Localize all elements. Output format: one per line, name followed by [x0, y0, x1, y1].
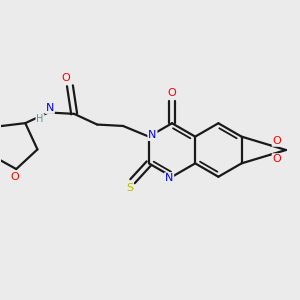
Text: S: S	[126, 183, 133, 193]
Text: N: N	[165, 173, 173, 183]
Text: N: N	[46, 103, 54, 113]
Text: O: O	[168, 88, 176, 98]
Text: O: O	[273, 136, 281, 146]
Text: O: O	[273, 154, 281, 164]
Text: N: N	[148, 130, 157, 140]
Text: O: O	[11, 172, 19, 182]
Text: O: O	[61, 74, 70, 83]
Text: H: H	[36, 114, 44, 124]
